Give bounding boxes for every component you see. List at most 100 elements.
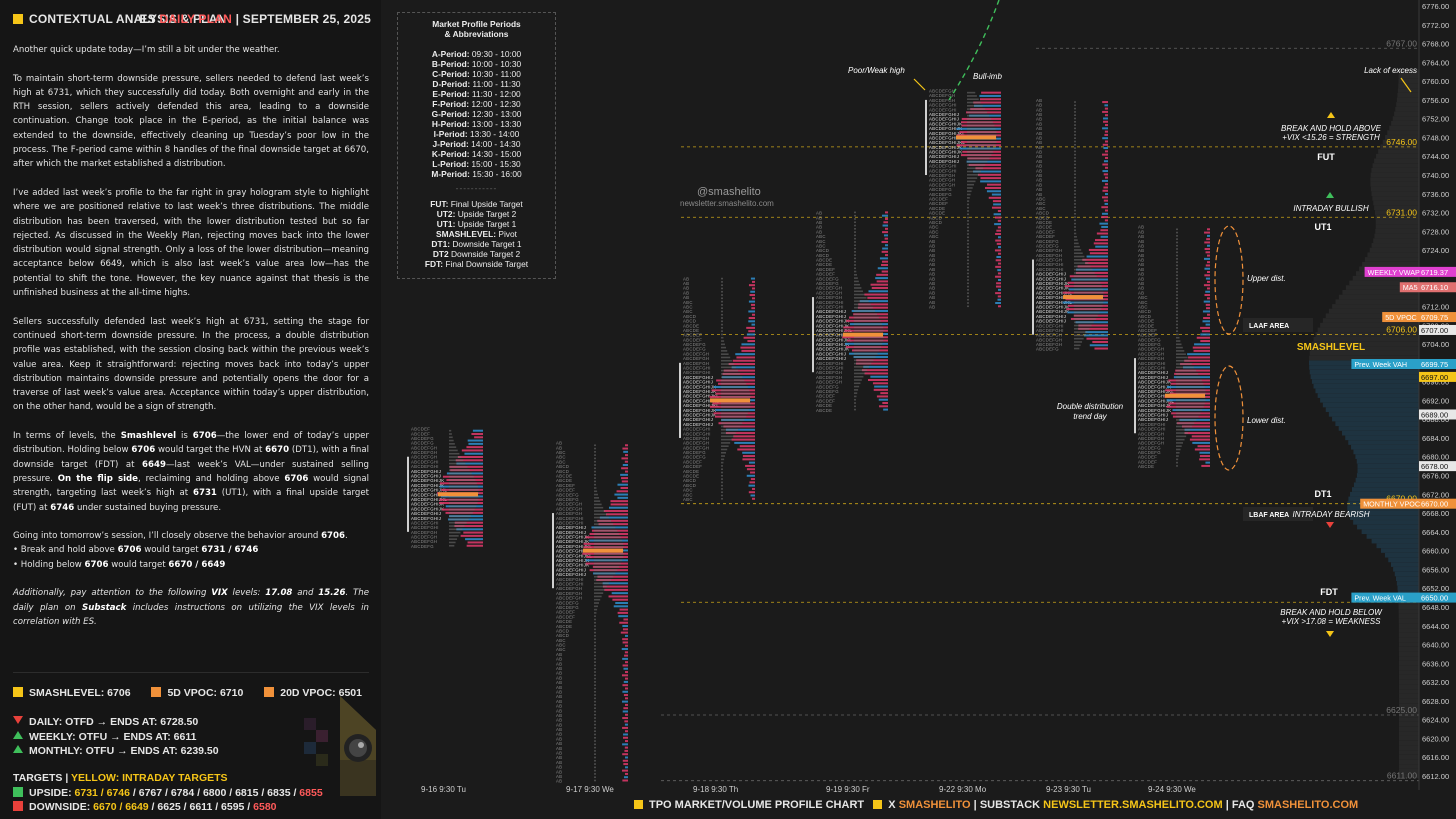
tpo-shadow-bar — [967, 298, 969, 301]
tpo-shadow-bar — [449, 508, 475, 511]
tpo-row: AB — [1036, 103, 1042, 108]
axis-tag-value: 6719.37 — [1421, 268, 1448, 277]
tpo-shadow-bar — [967, 210, 969, 212]
tpo-shadow-bar — [594, 480, 596, 483]
targets-highlight: 6670 / 6649 — [93, 801, 149, 813]
tpo-shadow-bar — [1176, 261, 1178, 263]
volume-bar — [621, 480, 628, 483]
volume-bar — [1196, 336, 1210, 339]
tpo-shadow-bar — [854, 382, 861, 385]
tpo-shadow-bar — [1176, 451, 1180, 454]
volume-bar — [867, 296, 888, 299]
footer-substack-link[interactable]: NEWSLETTER.SMASHELITO.COM — [1043, 799, 1223, 811]
label-fut: FUT — [1317, 152, 1335, 162]
level-label: 6706.00 — [1386, 325, 1417, 335]
tpo-shadow-bar — [721, 425, 741, 428]
text-bold: 6706 — [192, 431, 217, 442]
hologram-bar — [1309, 351, 1419, 356]
tpo-row: ABCDEFGHIJK — [1138, 408, 1171, 413]
volume-bar — [618, 615, 628, 618]
tpo-shadow-bar — [449, 443, 455, 445]
tpo-shadow-bar — [449, 452, 460, 455]
volume-bar — [881, 214, 888, 217]
volume-bar — [742, 455, 755, 458]
text-bold: 6706 — [131, 445, 156, 456]
tpo-row: AB — [556, 718, 562, 723]
tpo-shadow-bar — [1074, 314, 1098, 317]
tpo-shadow-bar — [854, 313, 878, 316]
axis-tag-label: 5D VPOC — [1385, 313, 1417, 322]
tpo-shadow-bar — [967, 200, 970, 202]
tpo-shadow-bar — [854, 369, 868, 371]
article-paragraph: Additionally, pay attention to the follo… — [13, 586, 369, 629]
volume-bar — [610, 503, 628, 506]
axis-tag-label-box — [1351, 359, 1419, 370]
volume-bar — [1191, 435, 1210, 438]
volume-bar — [622, 641, 628, 644]
tpo-shadow-bar — [967, 262, 969, 265]
tpo-row: ABCDEFGHIJK — [816, 347, 849, 352]
hologram-bar — [1369, 247, 1419, 253]
tpo-shadow-bar — [721, 448, 728, 451]
hologram-bar — [1335, 421, 1419, 427]
article-body: Another quick update today—I’m still a b… — [13, 43, 369, 643]
y-tick-label: 6668.00 — [1422, 509, 1449, 518]
axis-tag-value-box — [1419, 282, 1456, 293]
tpo-row: ABCDEFGHIJ — [411, 469, 441, 474]
tpo-row: AB — [683, 281, 689, 286]
tpo-shadow-bar — [967, 305, 969, 308]
text-run: Additionally, pay attention to the follo… — [13, 588, 212, 599]
tpo-shadow-bar — [594, 460, 596, 463]
tpo-row: ABCDEF — [556, 614, 575, 619]
tpo-shadow-bar — [1176, 310, 1178, 313]
hologram-bar — [1367, 252, 1419, 258]
tpo-shadow-bar — [1074, 111, 1076, 113]
hologram-bar — [1399, 754, 1419, 760]
legend-abbrev-row: UT2: Upside Target 2 — [398, 209, 555, 219]
volume-bar — [465, 538, 483, 541]
volume-bar — [1207, 280, 1210, 283]
tpo-shadow-bar — [594, 766, 596, 769]
tpo-shadow-bar — [594, 704, 596, 706]
volume-bar — [1082, 258, 1108, 261]
tpo-shadow-bar — [1074, 347, 1080, 350]
footer-faq-link[interactable]: SMASHELITO.COM — [1257, 799, 1359, 811]
volume-bar — [991, 206, 1001, 209]
tpo-row: ABCDEFGHIJ — [1036, 319, 1066, 324]
volume-bar — [746, 474, 755, 477]
tpo-row: ABCD — [683, 314, 696, 319]
volume-bar — [1205, 303, 1210, 306]
tpo-shadow-bar — [721, 481, 723, 484]
volume-bar — [998, 236, 1001, 239]
hologram-bar — [1342, 290, 1419, 295]
footer-x-link[interactable]: SMASHELITO — [898, 799, 971, 811]
tpo-shadow-bar — [449, 446, 457, 448]
tpo-row: AB — [1036, 182, 1042, 187]
volume-bar — [1184, 432, 1210, 435]
hologram-bar — [1357, 524, 1419, 530]
volume-bar — [622, 638, 628, 641]
tpo-row: ABCDEFGH — [683, 361, 709, 366]
tpo-row: ABCDEFGHIJK — [683, 384, 716, 389]
volume-bar — [623, 618, 628, 621]
tpo-shadow-bar — [854, 320, 881, 322]
tpo-row: ABCDEFG — [1036, 243, 1059, 248]
tpo-shadow-bar — [594, 497, 599, 499]
tpo-shadow-bar — [1176, 346, 1183, 349]
tpo-shadow-bar — [1074, 206, 1076, 209]
yellow-square-icon — [873, 800, 883, 809]
hologram-bar — [1355, 454, 1419, 459]
volume-bar — [1103, 186, 1108, 189]
volume-bar — [624, 460, 628, 463]
volume-bar — [1207, 244, 1210, 247]
tpo-shadow-bar — [967, 220, 969, 222]
volume-bar — [625, 766, 628, 769]
tpo-shadow-bar — [854, 306, 873, 309]
tpo-row: AB — [816, 220, 822, 225]
bullet-item: • Break and hold above 6706 would target… — [13, 543, 369, 557]
tpo-shadow-bar — [721, 494, 723, 497]
tpo-shadow-bar — [594, 763, 596, 765]
hologram-bar — [1393, 567, 1419, 572]
volume-bar — [1101, 216, 1108, 219]
tpo-shadow-bar — [594, 730, 596, 732]
